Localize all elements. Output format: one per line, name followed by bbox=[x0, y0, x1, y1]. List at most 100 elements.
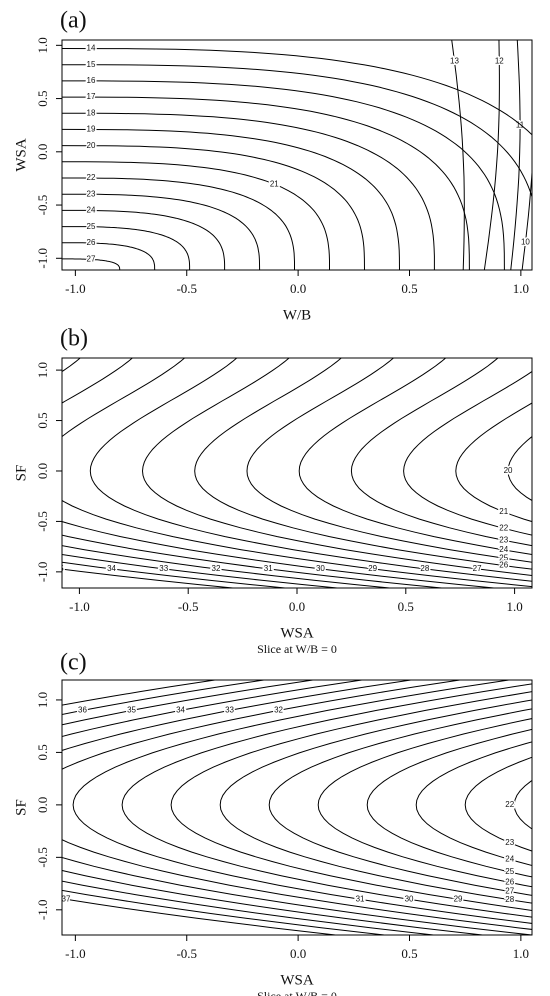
contour-line bbox=[62, 680, 438, 935]
contour-line bbox=[62, 177, 295, 270]
contour-label: 15 bbox=[87, 60, 96, 69]
y-tick-label: 1.0 bbox=[35, 37, 50, 53]
contour-label: 33 bbox=[225, 706, 234, 715]
y-axis-label: SF bbox=[13, 465, 29, 482]
contour-line bbox=[62, 112, 435, 270]
contour-label: 34 bbox=[107, 564, 116, 573]
contour-line bbox=[246, 358, 532, 563]
contour-line bbox=[455, 402, 532, 523]
contour-line bbox=[415, 741, 532, 867]
contour-label: 21 bbox=[499, 507, 508, 516]
contour-line bbox=[62, 80, 505, 270]
contour-line bbox=[170, 691, 532, 911]
contour-label: 22 bbox=[499, 523, 508, 532]
y-tick-label: -0.5 bbox=[35, 511, 50, 532]
x-tick-label: -0.5 bbox=[176, 281, 197, 296]
contour-label: 30 bbox=[316, 564, 325, 573]
contour-line bbox=[194, 358, 532, 570]
contour-line bbox=[62, 96, 470, 270]
contour-line bbox=[62, 545, 395, 588]
contour-line bbox=[62, 48, 532, 136]
y-tick-label: 1.0 bbox=[35, 692, 50, 708]
y-tick-label: 0.5 bbox=[35, 744, 50, 760]
x-tick-label: 1.0 bbox=[506, 599, 522, 614]
contour-line bbox=[89, 358, 532, 582]
contour-line bbox=[121, 683, 532, 918]
contour-label: 26 bbox=[499, 561, 508, 570]
plot-frame bbox=[61, 39, 533, 271]
plot-frame bbox=[61, 679, 533, 936]
contour-line bbox=[298, 358, 532, 555]
contour-line bbox=[62, 242, 156, 270]
contour-line bbox=[62, 680, 532, 930]
y-tick-label: -1.0 bbox=[35, 248, 50, 269]
contour-line bbox=[507, 435, 532, 502]
contour-label: 22 bbox=[505, 800, 514, 809]
contour-label: 29 bbox=[368, 564, 377, 573]
y-tick-label: 0.5 bbox=[35, 90, 50, 106]
x-tick-label: 1.0 bbox=[513, 281, 529, 296]
y-tick-label: -1.0 bbox=[35, 900, 50, 921]
panel-label: (b) bbox=[60, 326, 88, 352]
x-tick-label: 0.5 bbox=[401, 946, 417, 961]
contour-label: 22 bbox=[87, 173, 96, 182]
contour-label: 18 bbox=[87, 108, 96, 117]
x-axis-label: WSA bbox=[280, 972, 314, 988]
x-tick-label: 0.0 bbox=[289, 599, 305, 614]
contour-label: 27 bbox=[473, 564, 482, 573]
contour-line bbox=[62, 680, 389, 935]
y-tick-label: 0.0 bbox=[35, 144, 50, 160]
contour-line bbox=[62, 161, 330, 270]
contour-label: 14 bbox=[87, 44, 96, 53]
contour-label: 28 bbox=[420, 564, 429, 573]
contour-line bbox=[62, 680, 487, 935]
contour-label: 13 bbox=[450, 56, 459, 65]
panel-label: (a) bbox=[60, 8, 87, 34]
contour-line bbox=[219, 699, 532, 904]
panel: (a)101112131415161718192021222324252627-… bbox=[13, 8, 533, 323]
y-tick-label: -1.0 bbox=[35, 562, 50, 583]
x-axis-label: WSA bbox=[280, 625, 314, 641]
contour-line bbox=[62, 358, 532, 588]
subtitle: Slice at W/B = 0 bbox=[257, 642, 337, 656]
contour-line bbox=[62, 128, 400, 270]
contour-label: 35 bbox=[127, 706, 136, 715]
x-tick-label: -1.0 bbox=[65, 281, 86, 296]
contour-label: 19 bbox=[87, 125, 96, 134]
x-tick-label: -1.0 bbox=[65, 946, 86, 961]
contour-line bbox=[268, 708, 532, 896]
contour-label: 27 bbox=[505, 887, 514, 896]
contour-line bbox=[510, 40, 521, 270]
contour-label: 12 bbox=[495, 56, 504, 65]
y-tick-label: -0.5 bbox=[35, 847, 50, 868]
contour-line bbox=[403, 370, 532, 536]
x-tick-label: 0.5 bbox=[401, 281, 417, 296]
x-tick-label: 0.0 bbox=[290, 946, 306, 961]
contour-label: 31 bbox=[356, 894, 365, 903]
contour-line bbox=[464, 756, 532, 852]
y-tick-label: -0.5 bbox=[35, 195, 50, 216]
contour-label: 33 bbox=[159, 564, 168, 573]
y-tick-label: 1.0 bbox=[35, 362, 50, 378]
x-tick-label: 0.0 bbox=[290, 281, 306, 296]
contour-line bbox=[62, 226, 191, 270]
contour-label: 32 bbox=[274, 706, 283, 715]
contour-line bbox=[62, 680, 340, 935]
contour-line bbox=[72, 680, 532, 924]
contour-line bbox=[317, 718, 532, 888]
y-axis-label: WSA bbox=[13, 138, 29, 172]
contour-label: 23 bbox=[499, 535, 508, 544]
subtitle: Slice at W/B = 0 bbox=[257, 989, 337, 996]
contour-line bbox=[62, 553, 343, 588]
contour-label: 21 bbox=[270, 179, 279, 188]
contour-label: 30 bbox=[405, 894, 414, 903]
contour-label: 10 bbox=[521, 237, 530, 246]
contour-label: 26 bbox=[87, 238, 96, 247]
panel-label: (c) bbox=[60, 650, 87, 676]
contour-label: 29 bbox=[454, 894, 463, 903]
contour-line bbox=[62, 358, 499, 588]
contour-label: 20 bbox=[504, 466, 513, 475]
